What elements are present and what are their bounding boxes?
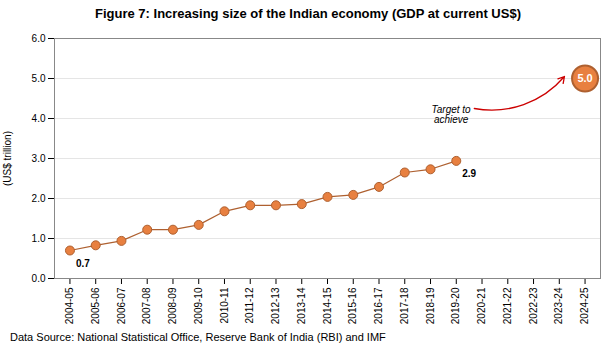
svg-text:2017-18: 2017-18	[399, 287, 410, 324]
svg-text:2022-23: 2022-23	[528, 287, 539, 324]
svg-text:2015-16: 2015-16	[347, 287, 358, 324]
html-text:Data Source: National Statisti: Data Source: National Statistical Office…	[10, 331, 386, 343]
svg-text:2020-21: 2020-21	[476, 287, 487, 324]
svg-text:2007-08: 2007-08	[141, 287, 152, 324]
svg-text:2004-05: 2004-05	[64, 287, 75, 324]
svg-text:4.0: 4.0	[32, 113, 46, 124]
svg-text:2010-11: 2010-11	[219, 287, 230, 323]
svg-text:2009-10: 2009-10	[193, 287, 204, 324]
svg-text:2023-24: 2023-24	[553, 287, 564, 324]
svg-text:5.0: 5.0	[577, 72, 592, 84]
svg-text:2.9: 2.9	[462, 168, 476, 179]
svg-text:2016-17: 2016-17	[373, 287, 384, 324]
svg-text:Target toachieve: Target toachieve	[432, 104, 472, 125]
svg-text:0.7: 0.7	[76, 258, 90, 269]
svg-text:2014-15: 2014-15	[322, 287, 333, 324]
svg-text:2006-07: 2006-07	[116, 287, 127, 324]
svg-text:5.0: 5.0	[32, 73, 46, 84]
svg-text:1.0: 1.0	[32, 233, 46, 244]
svg-text:2013-14: 2013-14	[296, 287, 307, 324]
html-text:Figure 7: Increasing size of t: Figure 7: Increasing size of the Indian …	[95, 6, 521, 21]
svg-text:2012-13: 2012-13	[270, 287, 281, 324]
svg-text:3.0: 3.0	[32, 153, 46, 164]
svg-text:6.0: 6.0	[32, 33, 46, 44]
svg-text:2021-22: 2021-22	[502, 287, 513, 324]
svg-text:0.0: 0.0	[32, 273, 46, 284]
svg-text:2.0: 2.0	[32, 193, 46, 204]
svg-text:2019-20: 2019-20	[450, 287, 461, 324]
svg-text:2024-25: 2024-25	[579, 287, 590, 324]
svg-text:2011-12: 2011-12	[244, 287, 255, 323]
svg-text:2008-09: 2008-09	[167, 287, 178, 324]
svg-text:2005-06: 2005-06	[90, 287, 101, 324]
svg-text:2018-19: 2018-19	[425, 287, 436, 324]
svg-text:(US$ trillion): (US$ trillion)	[2, 131, 13, 186]
